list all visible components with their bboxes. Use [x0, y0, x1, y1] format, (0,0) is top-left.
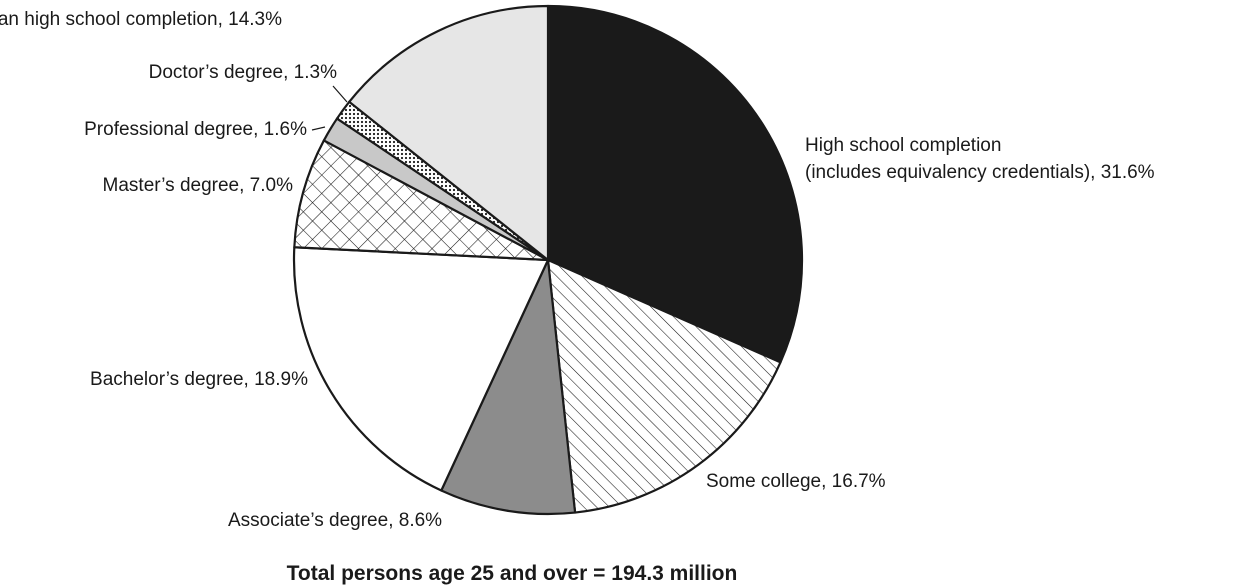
pie-slices — [292, 4, 804, 516]
leader-line — [311, 126, 326, 131]
slice-labels: High school completion (includes equivale… — [0, 9, 1155, 531]
total-note: Total persons age 25 and over = 194.3 mi… — [287, 562, 738, 585]
slice-label: Less than high school completion, 14.3% — [0, 9, 282, 30]
slice-label: (includes equivalency credentials), 31.6… — [805, 162, 1155, 183]
pie-slice — [546, 258, 782, 514]
slice-label: Professional degree, 1.6% — [84, 119, 307, 140]
slice-label: Bachelor’s degree, 18.9% — [90, 369, 308, 390]
slice-label: Doctor’s degree, 1.3% — [149, 62, 337, 83]
pie-slice — [546, 4, 804, 364]
slice-label: Some college, 16.7% — [706, 471, 886, 492]
slice-label: High school completion — [805, 135, 1001, 156]
leader-lines — [311, 85, 348, 131]
pie-slice — [348, 4, 550, 262]
pie-slice — [440, 258, 577, 516]
slice-label: Associate’s degree, 8.6% — [228, 510, 442, 531]
slice-label: Master’s degree, 7.0% — [103, 175, 294, 196]
pie-slice — [293, 139, 550, 262]
pie-slice — [292, 246, 550, 492]
leader-line — [332, 85, 348, 103]
